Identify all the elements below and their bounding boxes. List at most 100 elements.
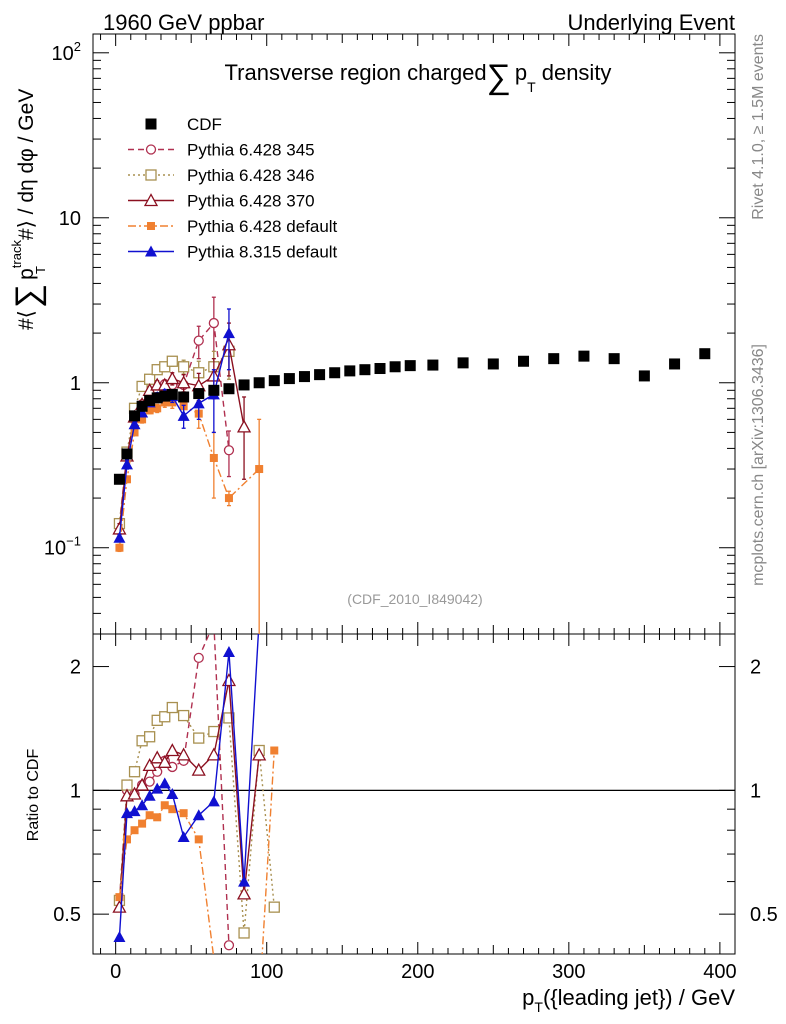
ratio-line-p346 — [118, 706, 275, 934]
series-pdef — [115, 396, 264, 634]
y-tick-label: 10 — [59, 208, 81, 230]
title-sigma: ∑ — [487, 58, 511, 96]
ratio-point-p8 — [128, 805, 141, 817]
legend-item-p346: Pythia 6.428 346 — [128, 166, 315, 185]
ylabel-sigma: ∑ — [9, 284, 47, 308]
data-point-cdf — [223, 383, 235, 395]
ratio-panel-frame — [92, 633, 736, 955]
ratio-point-pdef — [179, 809, 188, 818]
ratio-point-p370 — [206, 747, 221, 761]
ratio-y-axis-label: Ratio to CDF — [25, 749, 42, 842]
ratio-line-p345 — [118, 634, 230, 946]
data-point-cdf — [113, 473, 125, 485]
ratio-point-p346 — [166, 701, 178, 714]
ratio-point-p346 — [193, 732, 205, 744]
legend-marker-p8 — [145, 245, 157, 257]
ratio-point-p345 — [209, 619, 218, 628]
y-tick-label: 102 — [52, 39, 81, 65]
data-point-pdef — [153, 404, 162, 413]
ratio-point-pdef — [130, 826, 139, 835]
data-point-cdf — [329, 367, 341, 379]
ratio-y-tick-label-right: 2 — [750, 657, 761, 679]
ratio-point-pdef — [145, 811, 154, 820]
ratio-point-p370 — [221, 673, 237, 687]
legend-marker-p370 — [143, 193, 159, 207]
y-tick-label: 10−1 — [44, 534, 81, 560]
ratio-point-p8 — [166, 787, 179, 799]
data-point-cdf — [298, 371, 310, 383]
ratio-line-p8 — [118, 634, 260, 938]
ratio-point-pdef — [194, 835, 203, 844]
ratio-point-p346 — [143, 731, 156, 743]
x-tick-label: 300 — [552, 961, 585, 983]
legend-item-p8: Pythia 8.315 default — [128, 243, 338, 262]
ratio-point-p370 — [150, 750, 165, 764]
mcplots-reference-label: mcplots.cern.ch [arXiv:1306.3436] — [750, 344, 767, 586]
data-point-pdef — [224, 494, 233, 503]
data-point-cdf — [344, 365, 356, 377]
data-point-p345 — [193, 335, 204, 346]
title-p: p — [515, 60, 527, 85]
ratio-point-p8 — [158, 777, 171, 789]
ratio-point-p345 — [144, 776, 155, 787]
xlabel-p: p — [522, 985, 534, 1010]
ylabel-sub: T — [33, 266, 48, 274]
x-axis-label: pT({leading jet}) / GeV — [522, 985, 735, 1015]
title-text: Transverse region charged — [225, 60, 487, 85]
ratio-point-pdef — [255, 1001, 263, 1009]
data-point-cdf — [283, 373, 295, 385]
xlabel-sub: T — [534, 999, 543, 1015]
data-point-p346 — [177, 361, 190, 373]
data-point-pdef — [209, 453, 218, 462]
data-point-cdf — [238, 379, 250, 391]
ratio-point-pdef — [138, 819, 147, 828]
ratio-point-p370 — [165, 743, 180, 757]
legend-marker-cdf — [145, 118, 157, 130]
data-point-cdf — [578, 350, 590, 362]
ratio-point-p370 — [236, 886, 252, 900]
data-point-p345 — [208, 317, 219, 329]
data-point-cdf — [208, 384, 220, 396]
data-point-pdef — [255, 465, 264, 474]
main-series-layer — [112, 296, 711, 634]
ylabel-prefix: #⟨ — [15, 310, 38, 330]
legend-item-pdef: Pythia 6.428 default — [128, 217, 338, 236]
ratio-y-tick-label: 1 — [70, 780, 81, 802]
ratio-point-p8 — [207, 795, 220, 807]
ratio-point-p370 — [252, 747, 267, 761]
data-point-p346 — [166, 355, 178, 367]
title-after: density — [542, 60, 612, 85]
legend-item-p345: Pythia 6.428 345 — [128, 141, 315, 160]
ratio-series-pdef — [115, 746, 279, 1009]
xlabel-rest: ({leading jet}) / GeV — [543, 985, 735, 1010]
series-line-pdef — [118, 401, 260, 548]
x-tick-label: 0 — [110, 961, 121, 983]
ratio-point-p8 — [143, 789, 156, 801]
data-point-p346 — [136, 380, 148, 393]
data-point-cdf — [144, 395, 156, 407]
ratio-y-tick-label: 0.5 — [53, 904, 81, 926]
y-tick-label: 1 — [70, 373, 81, 395]
data-point-p8 — [192, 397, 205, 409]
ratio-point-pdef — [270, 746, 279, 755]
ratio-point-p346 — [159, 711, 171, 723]
data-point-cdf — [518, 355, 530, 367]
header-process-label: Underlying Event — [567, 10, 735, 35]
ratio-point-p8 — [192, 809, 205, 821]
ratio-point-pdef — [115, 893, 124, 902]
data-point-cdf — [457, 357, 469, 369]
legend-item-p370: Pythia 6.428 370 — [128, 192, 315, 211]
data-point-cdf — [548, 353, 560, 365]
legend-marker-pdef — [147, 222, 155, 230]
legend: CDF Pythia 6.428 345 Pythia 6.428 346 Pythi… — [128, 115, 338, 262]
ratio-point-pdef — [168, 805, 177, 814]
ratio-series-p370 — [112, 673, 267, 913]
ratio-y-tick-label: 2 — [70, 657, 81, 679]
data-point-cdf — [314, 369, 326, 381]
legend-label-p345: Pythia 6.428 345 — [187, 141, 315, 160]
data-point-cdf — [389, 361, 401, 373]
data-point-cdf — [608, 353, 620, 365]
ratio-point-p8 — [238, 875, 251, 887]
legend-label-pdef: Pythia 6.428 default — [187, 217, 338, 236]
